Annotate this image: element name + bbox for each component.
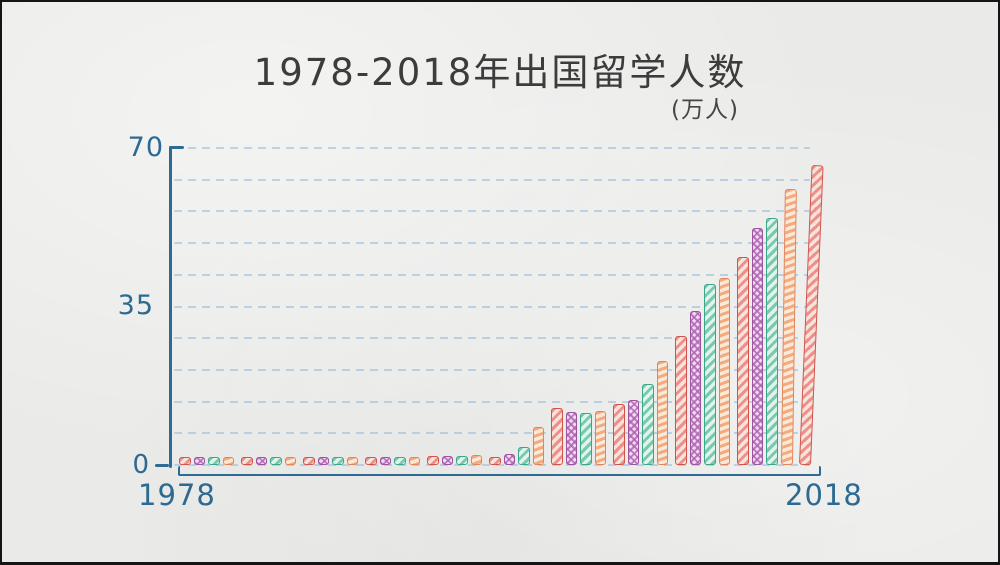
bar-2017	[780, 189, 796, 466]
bar-2009	[656, 361, 668, 465]
chart-unit-label: (万人)	[671, 97, 739, 123]
x-axis-bracket	[178, 466, 821, 476]
chart-title: 1978-2018年出国留学人数	[253, 51, 747, 94]
gridline-63	[174, 178, 810, 181]
gridline-35	[174, 305, 810, 308]
y-axis-zero-tick	[155, 464, 169, 467]
bar-2011	[689, 311, 701, 465]
bar-2003	[565, 411, 577, 465]
bar-1996	[456, 455, 468, 465]
bar-1987	[317, 457, 329, 465]
gridline-0	[174, 464, 810, 466]
bar-1983	[255, 457, 267, 465]
bar-1993	[408, 457, 420, 465]
x-tick-label-2018: 2018	[785, 478, 863, 512]
y-axis-top-cap	[169, 146, 184, 149]
bar-2004	[580, 413, 592, 465]
bar-1981	[222, 457, 234, 465]
gridline-49	[174, 242, 810, 245]
bars-container	[179, 135, 824, 466]
bar-2010	[675, 336, 687, 465]
bar-2012	[704, 284, 716, 465]
bar-2006	[613, 404, 625, 465]
bar-1985	[284, 457, 296, 465]
bar-1984	[270, 457, 282, 465]
gridline-21	[174, 368, 810, 371]
bar-1989	[346, 457, 358, 465]
gridline-28	[174, 337, 810, 340]
bar-2014	[737, 256, 749, 465]
gridline-14	[174, 400, 810, 403]
bar-2015	[751, 227, 763, 465]
bar-1990	[365, 457, 377, 465]
bar-1978	[179, 457, 191, 465]
y-axis-line	[169, 146, 172, 468]
gridline-7	[174, 432, 810, 435]
gridline-56	[174, 210, 810, 213]
bar-2016	[766, 218, 778, 465]
bar-1980	[208, 457, 220, 465]
bar-1994	[427, 456, 439, 465]
bar-2013	[718, 277, 730, 465]
bar-1988	[332, 457, 344, 465]
bar-2005	[594, 411, 606, 465]
x-tick-label-1978: 1978	[138, 478, 216, 512]
bar-2007	[627, 399, 639, 465]
bar-2000	[518, 447, 530, 465]
bar-1992	[394, 457, 406, 465]
gridline-70	[174, 147, 810, 149]
y-tick-label-70: 70	[127, 132, 164, 163]
bar-1995	[441, 455, 453, 465]
bar-1997	[470, 454, 482, 465]
bar-1999	[503, 454, 515, 465]
bar-1982	[241, 457, 253, 465]
y-tick-label-35: 35	[117, 290, 154, 321]
bar-2008	[642, 383, 654, 465]
bar-1991	[379, 457, 391, 465]
y-tick-label-0: 0	[132, 450, 150, 480]
bar-1979	[193, 457, 205, 465]
bar-2018	[799, 165, 824, 466]
bar-1986	[303, 457, 315, 465]
gridline-42	[174, 273, 810, 276]
bar-2001	[532, 426, 544, 465]
bar-2002	[551, 408, 563, 465]
bar-1998	[489, 457, 501, 465]
